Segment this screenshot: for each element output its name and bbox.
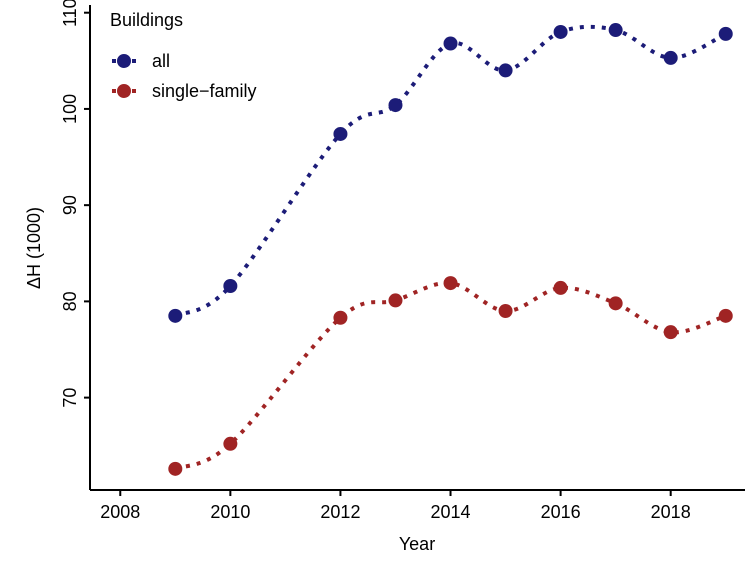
x-tick-label: 2012 bbox=[320, 502, 360, 522]
point bbox=[223, 278, 238, 293]
point bbox=[443, 276, 458, 291]
legend-marker bbox=[117, 54, 131, 68]
point bbox=[168, 308, 183, 323]
point bbox=[333, 126, 348, 141]
y-tick-label: 80 bbox=[60, 291, 80, 311]
x-tick-label: 2014 bbox=[431, 502, 471, 522]
point bbox=[608, 23, 623, 38]
y-axis-label: ΔH (1000) bbox=[24, 207, 44, 289]
legend-marker bbox=[117, 84, 131, 98]
point bbox=[388, 293, 403, 308]
x-tick-label: 2008 bbox=[100, 502, 140, 522]
y-tick-label: 90 bbox=[60, 195, 80, 215]
point bbox=[498, 63, 513, 78]
point bbox=[498, 304, 513, 319]
point bbox=[718, 26, 733, 41]
y-tick-label: 70 bbox=[60, 388, 80, 408]
x-tick-label: 2016 bbox=[541, 502, 581, 522]
x-tick-label: 2018 bbox=[651, 502, 691, 522]
point bbox=[223, 436, 238, 451]
point bbox=[608, 296, 623, 311]
point bbox=[388, 98, 403, 113]
point bbox=[718, 308, 733, 323]
point bbox=[443, 36, 458, 51]
point bbox=[333, 310, 348, 325]
x-tick-label: 2010 bbox=[210, 502, 250, 522]
series-line bbox=[174, 281, 727, 471]
point bbox=[663, 50, 678, 65]
y-tick-label: 110 bbox=[60, 0, 80, 27]
point bbox=[168, 461, 183, 476]
legend-title: Buildings bbox=[110, 10, 183, 30]
y-tick-label: 100 bbox=[60, 94, 80, 124]
series-line bbox=[174, 24, 727, 318]
point bbox=[553, 24, 568, 39]
x-axis-label: Year bbox=[399, 534, 435, 554]
point bbox=[553, 280, 568, 295]
legend-label: all bbox=[152, 51, 170, 71]
point bbox=[663, 325, 678, 340]
legend-label: single−family bbox=[152, 81, 257, 101]
